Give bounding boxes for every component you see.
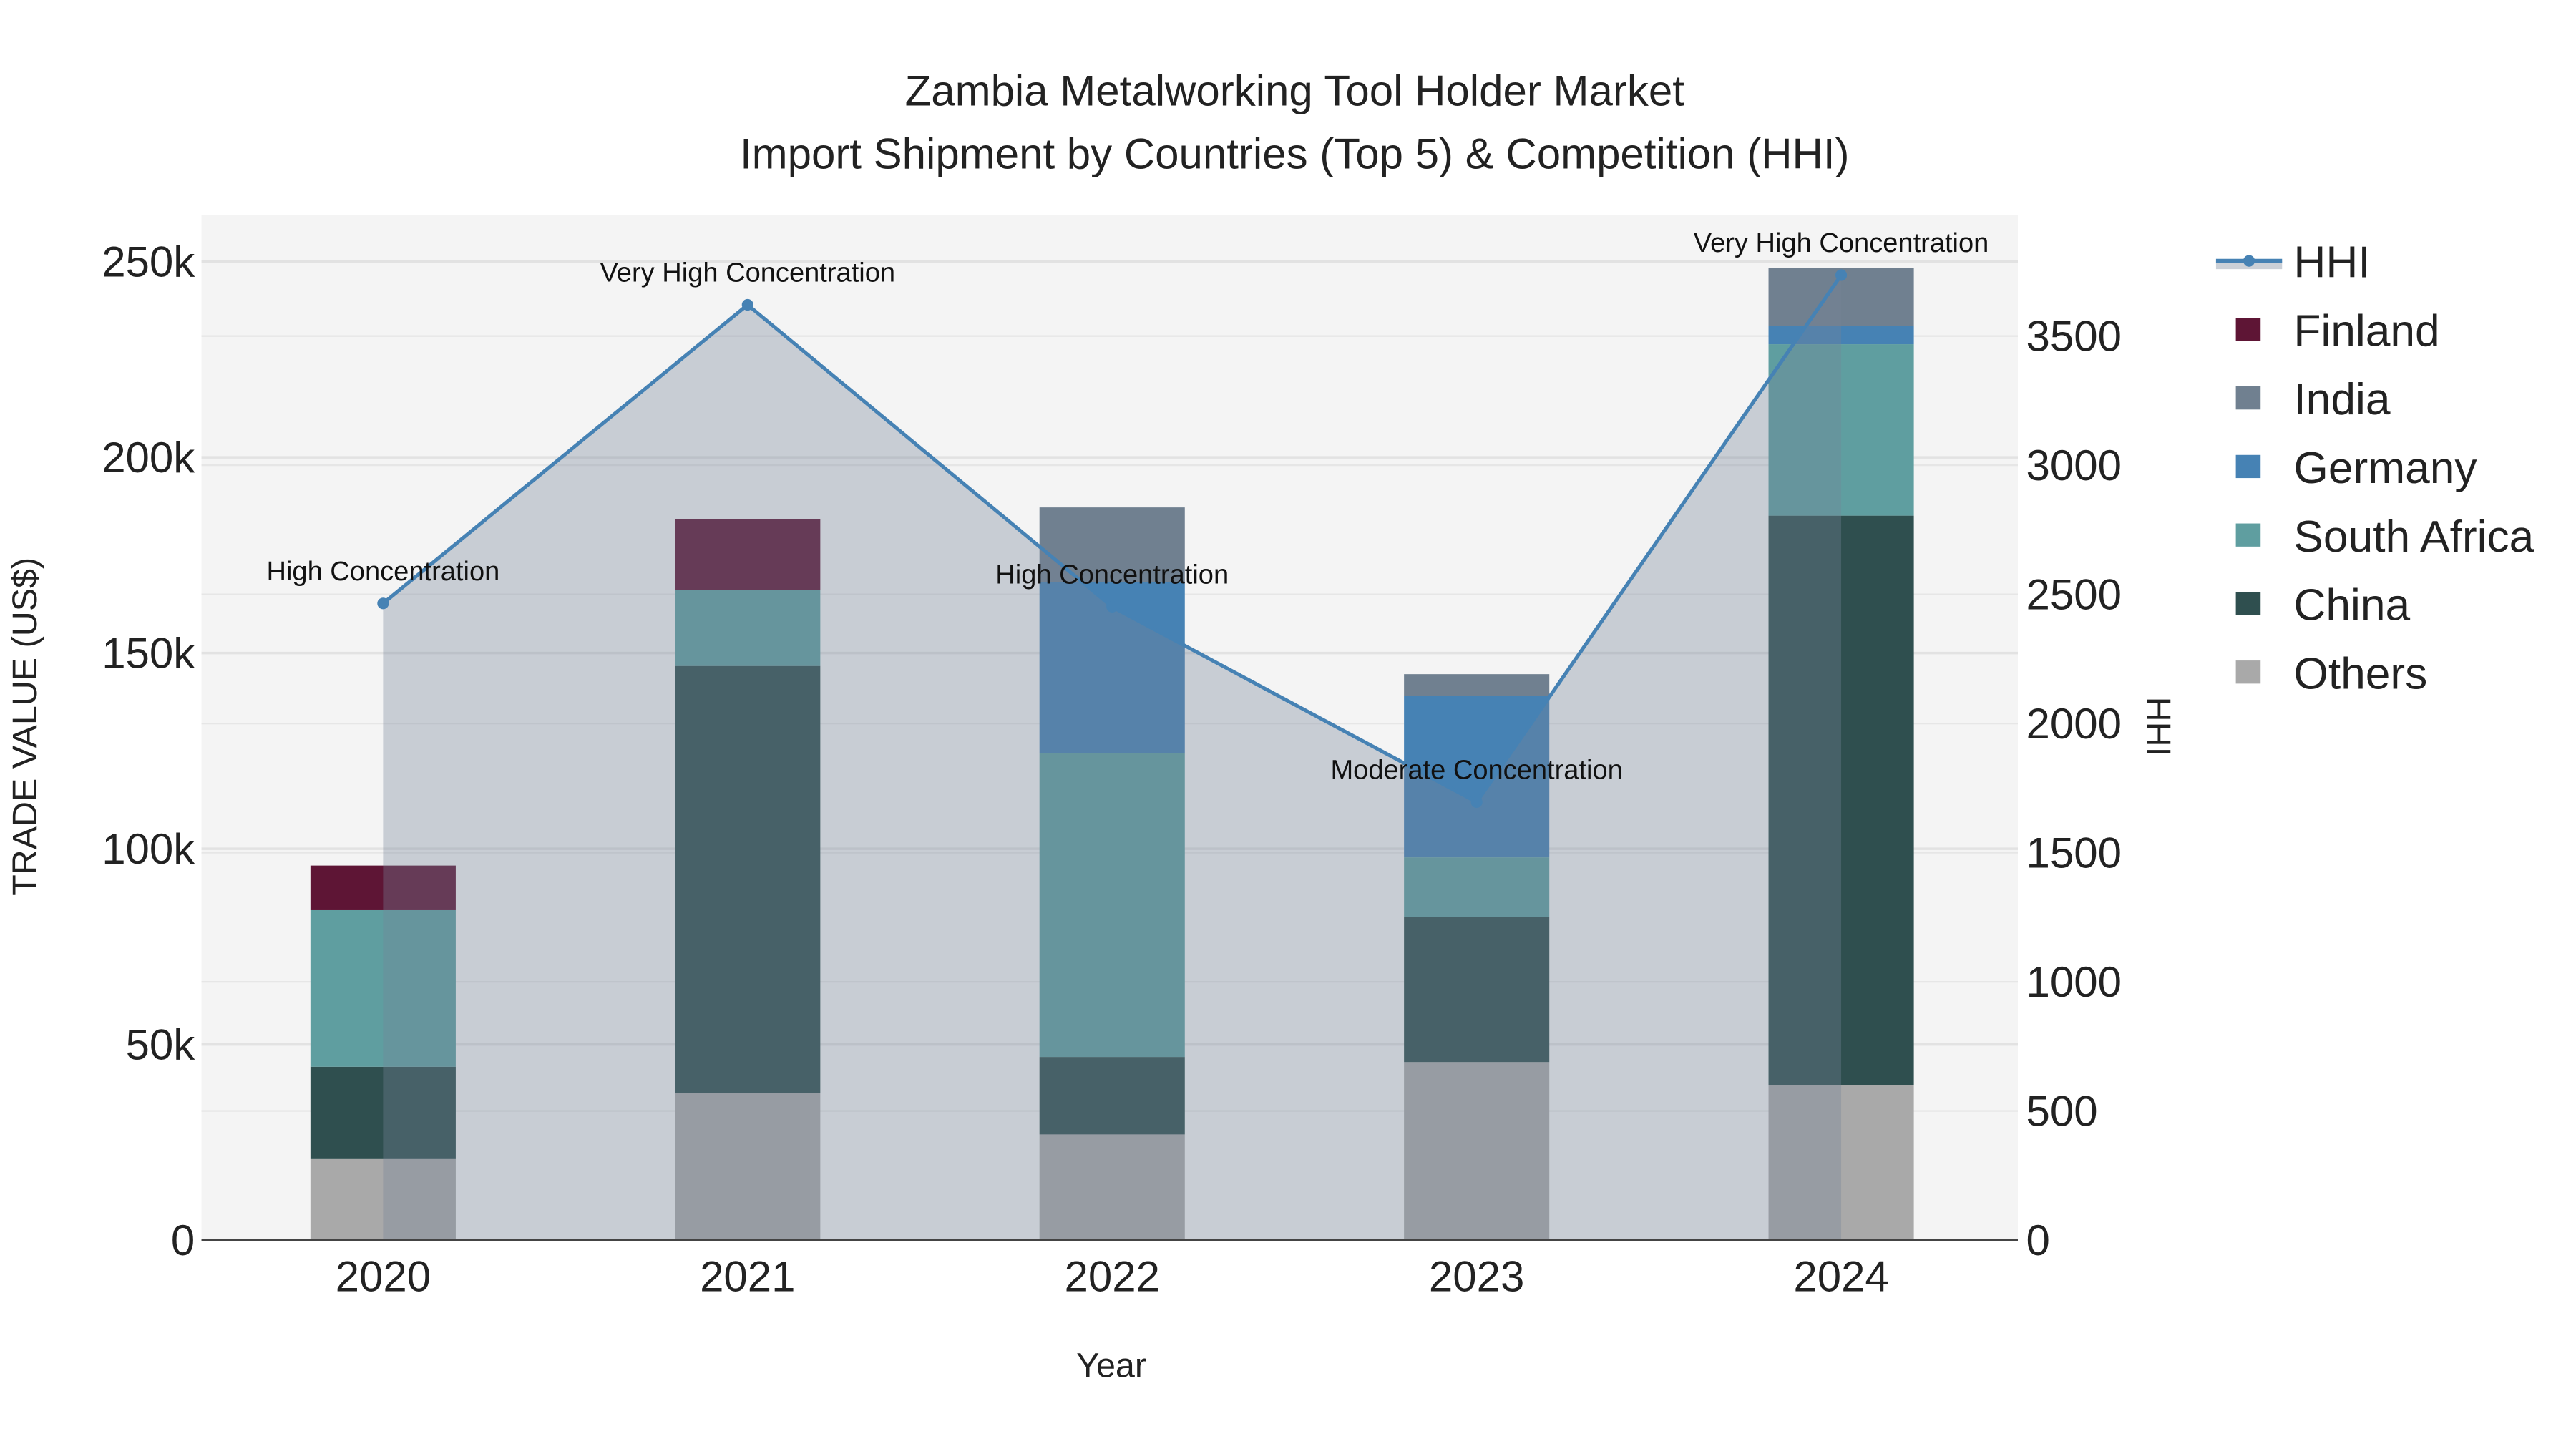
y2-tick-label: 1500: [2026, 829, 2122, 877]
bar-india-2023[interactable]: [1404, 674, 1550, 696]
bar-south-africa-2024[interactable]: [1768, 344, 1914, 516]
x-axis-ticks: 2020 2021 2022 2023 2024: [336, 1253, 1889, 1301]
bar-finland-2020[interactable]: [310, 865, 456, 910]
y-tick-label: 0: [171, 1216, 195, 1264]
y2-tick-label: 0: [2026, 1216, 2050, 1264]
bar-south-africa-2022[interactable]: [1039, 753, 1185, 1058]
bar-others-2023[interactable]: [1404, 1062, 1550, 1241]
y2-axis-title: HHI: [2139, 697, 2177, 756]
legend-swatch-icon: [2235, 660, 2261, 684]
hhi-point-2020[interactable]: [377, 597, 389, 610]
legend-label: HHI: [2293, 238, 2370, 288]
y2-tick-label: 3000: [2026, 441, 2122, 489]
legend-item-india[interactable]: India: [2235, 375, 2391, 424]
legend-label: South Africa: [2293, 512, 2534, 562]
hhi-point-2021[interactable]: [741, 298, 753, 311]
legend-item-others[interactable]: Others: [2235, 649, 2428, 698]
hhi-annotation: Very High Concentration: [1694, 228, 1989, 258]
y2-axis-ticks: 0 500 1000 1500 2000 2500 3000 3500: [2026, 312, 2122, 1264]
bars: [310, 268, 1914, 1241]
legend[interactable]: HHI Finland India Germany South Africa China O…: [2215, 238, 2534, 699]
legend-swatch-icon: [2235, 318, 2261, 341]
bar-finland-2021[interactable]: [675, 519, 821, 590]
legend-item-finland[interactable]: Finland: [2235, 306, 2440, 356]
bar-china-2023[interactable]: [1404, 917, 1550, 1063]
chart-title: Zambia Metalworking Tool Holder Market: [905, 67, 1685, 115]
chart-subtitle: Import Shipment by Countries (Top 5) & C…: [740, 130, 1850, 177]
legend-swatch-icon: [2235, 386, 2261, 410]
bar-others-2024[interactable]: [1768, 1085, 1914, 1241]
hhi-point-2022[interactable]: [1106, 600, 1118, 613]
bar-germany-2024[interactable]: [1768, 326, 1914, 345]
y-tick-label: 200k: [102, 434, 195, 482]
legend-swatch-icon: [2235, 454, 2261, 479]
y-tick-label: 250k: [102, 238, 195, 286]
x-tick-label: 2024: [1793, 1253, 1888, 1301]
legend-item-germany[interactable]: Germany: [2235, 444, 2478, 493]
legend-swatch-icon: [2235, 523, 2261, 547]
x-tick-label: 2023: [1429, 1253, 1524, 1301]
bar-south-africa-2021[interactable]: [675, 590, 821, 666]
hhi-point-2023[interactable]: [1470, 796, 1483, 808]
y-tick-label: 50k: [126, 1020, 196, 1068]
legend-label: Germany: [2293, 444, 2477, 493]
hhi-point-2024[interactable]: [1835, 269, 1848, 281]
bar-china-2022[interactable]: [1039, 1057, 1185, 1135]
y2-tick-label: 2500: [2026, 570, 2122, 618]
x-tick-label: 2020: [336, 1253, 431, 1301]
hhi-area: [383, 275, 1842, 1241]
y2-tick-label: 3500: [2026, 312, 2122, 360]
bar-others-2021[interactable]: [675, 1093, 821, 1241]
legend-item-hhi[interactable]: HHI: [2215, 238, 2371, 288]
x-tick-label: 2021: [700, 1253, 795, 1301]
legend-swatch-icon: [2235, 592, 2261, 615]
hhi-annotation: High Concentration: [266, 557, 499, 587]
legend-label: India: [2293, 375, 2390, 424]
bar-china-2021[interactable]: [675, 665, 821, 1093]
bar-others-2022[interactable]: [1039, 1134, 1185, 1241]
bar-south-africa-2023[interactable]: [1404, 857, 1550, 917]
y2-tick-label: 2000: [2026, 700, 2122, 748]
hhi-annotation: Very High Concentration: [600, 258, 896, 288]
y2-tick-label: 500: [2026, 1087, 2098, 1135]
hhi-series: High Concentration Very High Concentratio…: [266, 228, 1989, 1241]
x-axis-title: Year: [1076, 1347, 1146, 1385]
hhi-annotation: High Concentration: [995, 560, 1229, 590]
bar-china-2024[interactable]: [1768, 515, 1914, 1085]
y-tick-label: 100k: [102, 825, 195, 873]
bar-india-2022[interactable]: [1039, 507, 1185, 582]
hhi-marker-swatch-icon: [2243, 255, 2255, 267]
y-axis-title: TRADE VALUE (US$): [6, 557, 44, 896]
bar-china-2020[interactable]: [310, 1066, 456, 1159]
y-tick-label: 150k: [102, 629, 195, 677]
legend-label: Finland: [2293, 306, 2439, 356]
legend-label: Others: [2293, 649, 2427, 698]
y2-tick-label: 1000: [2026, 958, 2122, 1006]
legend-item-china[interactable]: China: [2235, 581, 2411, 630]
legend-item-south-africa[interactable]: South Africa: [2235, 512, 2534, 562]
y-axis-ticks: 0 50k 100k 150k 200k 250k: [102, 238, 195, 1264]
x-tick-label: 2022: [1064, 1253, 1159, 1301]
bar-others-2020[interactable]: [310, 1158, 456, 1241]
hhi-annotation: Moderate Concentration: [1330, 756, 1622, 786]
legend-label: China: [2293, 581, 2410, 630]
bar-south-africa-2020[interactable]: [310, 909, 456, 1067]
